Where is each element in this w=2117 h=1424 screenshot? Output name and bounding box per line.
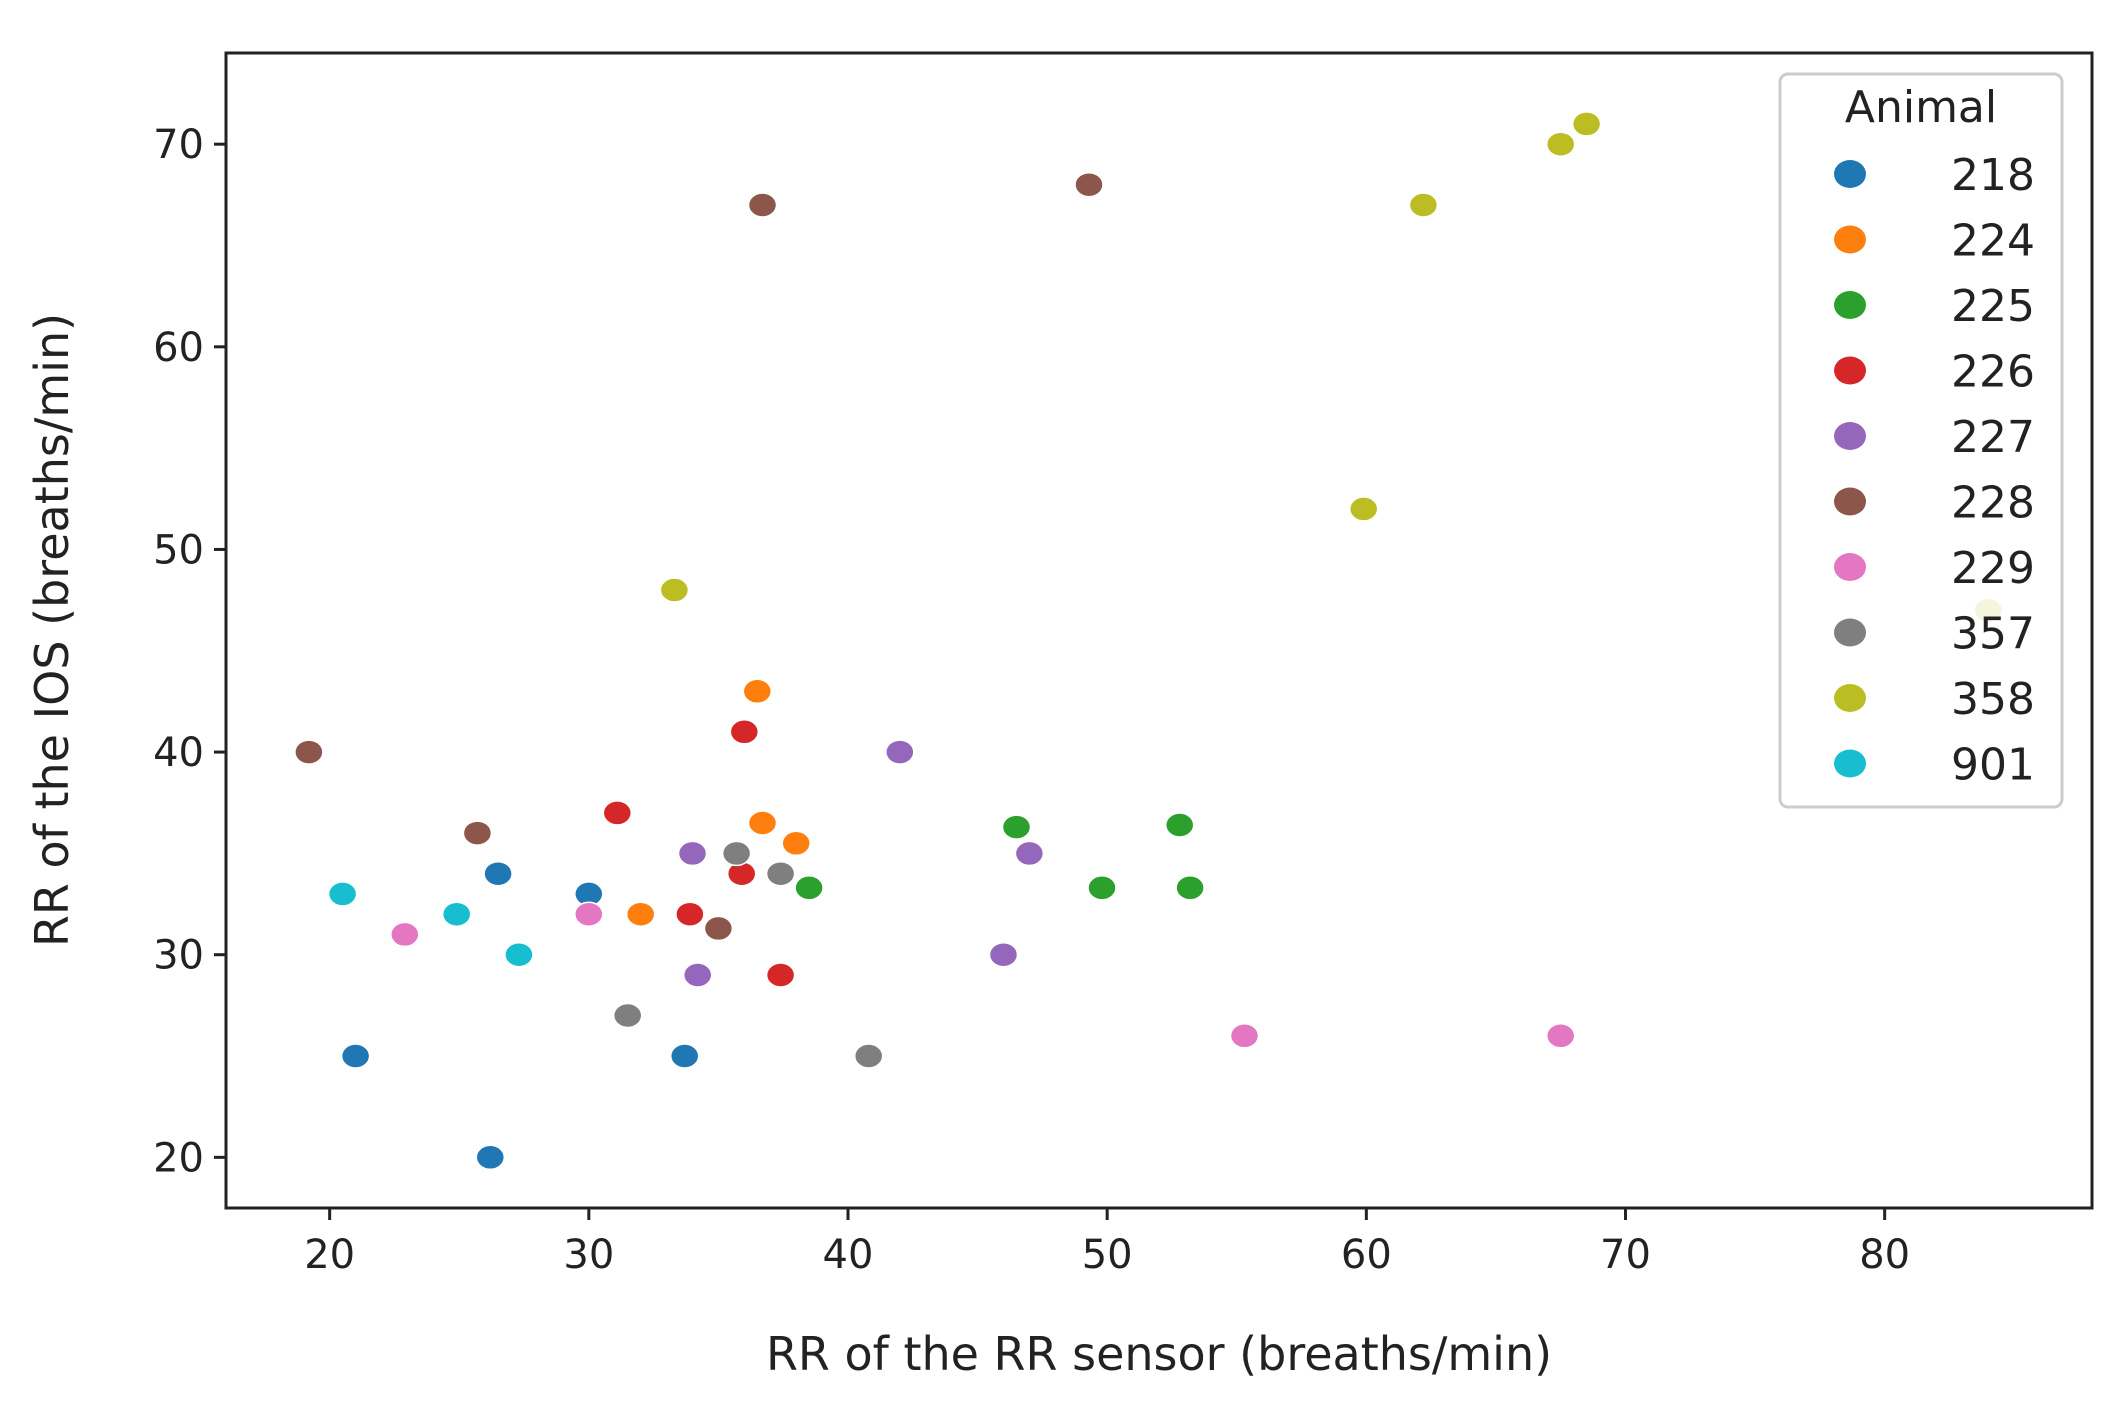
data-point-358 <box>659 577 690 603</box>
data-point-357 <box>612 1002 643 1029</box>
legend-label-227: 227 <box>1951 412 2035 463</box>
data-point-228 <box>703 915 734 942</box>
legend-marker-358 <box>1834 684 1866 712</box>
legend-marker-227 <box>1834 422 1866 450</box>
data-point-901 <box>441 901 472 927</box>
data-point-224 <box>625 901 656 927</box>
data-points <box>294 111 2004 1171</box>
y-axis-ticks: 20 30 40 50 60 70 <box>153 122 226 1181</box>
data-point-224 <box>781 830 811 857</box>
y-tick-label: 20 <box>153 1135 204 1181</box>
y-tick-label: 40 <box>153 730 204 776</box>
legend-label-226: 226 <box>1951 347 2035 398</box>
y-tick-label: 70 <box>153 122 204 168</box>
x-axis-label: RR of the RR sensor (breaths/min) <box>766 1327 1552 1381</box>
data-point-227 <box>885 739 915 765</box>
plot-frame <box>224 51 2094 1210</box>
legend-label-357: 357 <box>1951 609 2035 660</box>
data-point-229 <box>1229 1023 1260 1049</box>
data-point-225 <box>1001 814 1032 840</box>
legend-label-358: 358 <box>1951 674 2035 725</box>
legend-marker-901 <box>1834 749 1866 778</box>
data-point-225 <box>1164 812 1195 838</box>
legend: Animal 218 224 225 226 227 228 229 357 358 901 <box>1778 72 2064 809</box>
data-point-901 <box>327 881 358 907</box>
data-point-225 <box>1175 875 1205 901</box>
data-point-218 <box>483 860 513 887</box>
data-point-226 <box>729 719 760 745</box>
y-tick-label: 30 <box>153 933 204 979</box>
legend-label-224: 224 <box>1951 216 2035 267</box>
data-point-228 <box>747 192 778 218</box>
data-point-224 <box>747 810 778 836</box>
y-tick-label: 50 <box>153 527 204 573</box>
data-point-218 <box>340 1043 371 1069</box>
data-point-229 <box>1545 1023 1576 1049</box>
data-point-227 <box>682 962 713 988</box>
legend-label-229: 229 <box>1951 543 2035 594</box>
data-point-228 <box>1074 171 1104 198</box>
data-point-358 <box>1571 111 1602 137</box>
legend-marker-226 <box>1834 356 1866 385</box>
data-point-357 <box>765 860 796 887</box>
data-point-229 <box>390 921 420 948</box>
data-point-357 <box>853 1043 884 1069</box>
data-point-224 <box>742 678 773 705</box>
legend-marker-224 <box>1834 225 1866 254</box>
data-point-357 <box>721 840 752 867</box>
legend-marker-357 <box>1834 618 1866 647</box>
y-tick-label: 60 <box>153 325 204 371</box>
data-point-901 <box>504 941 534 968</box>
data-point-226 <box>602 800 633 826</box>
data-point-228 <box>462 820 493 846</box>
data-point-358 <box>1545 131 1576 157</box>
x-tick-label: 80 <box>1859 1232 1910 1278</box>
data-point-229 <box>574 901 604 927</box>
legend-marker-228 <box>1834 487 1866 516</box>
legend-marker-229 <box>1834 553 1866 581</box>
x-tick-label: 30 <box>563 1232 614 1278</box>
legend-marker-225 <box>1834 291 1866 319</box>
x-tick-label: 40 <box>823 1232 874 1278</box>
data-point-227 <box>1014 840 1045 867</box>
legend-label-218: 218 <box>1951 150 2035 201</box>
data-point-228 <box>294 739 324 765</box>
data-point-358 <box>1408 192 1439 218</box>
data-point-226 <box>765 962 796 988</box>
legend-entries: 218 224 225 226 227 228 229 357 358 901 <box>1834 150 2035 791</box>
data-point-227 <box>988 941 1019 968</box>
data-point-225 <box>794 875 824 901</box>
legend-label-225: 225 <box>1951 281 2035 332</box>
x-tick-label: 20 <box>304 1232 355 1278</box>
y-axis-label: RR of the IOS (breaths/min) <box>25 313 79 947</box>
data-point-218 <box>475 1144 506 1171</box>
x-tick-label: 50 <box>1082 1232 1133 1278</box>
data-point-225 <box>1087 875 1117 901</box>
x-tick-label: 60 <box>1341 1232 1392 1278</box>
data-point-358 <box>1348 496 1379 522</box>
data-point-226 <box>675 901 705 927</box>
data-point-227 <box>677 840 708 867</box>
legend-label-901: 901 <box>1951 740 2035 791</box>
data-point-218 <box>669 1043 700 1069</box>
legend-label-228: 228 <box>1951 478 2035 529</box>
x-tick-label: 70 <box>1600 1232 1651 1278</box>
legend-marker-218 <box>1834 160 1866 188</box>
legend-title: Animal <box>1845 82 1997 133</box>
x-axis-ticks: 20 30 40 50 60 70 80 <box>304 1208 1910 1278</box>
